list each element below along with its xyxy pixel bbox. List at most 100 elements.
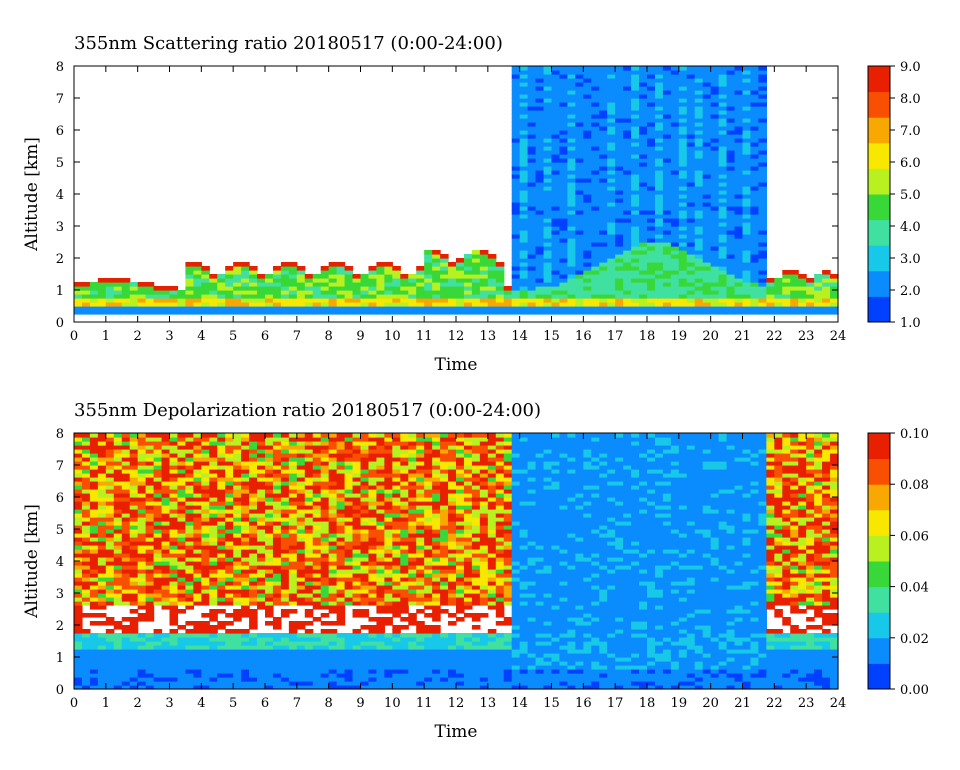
- heatmap-cell: [631, 94, 640, 99]
- heatmap-cell: [654, 250, 664, 255]
- heatmap-cell: [408, 282, 417, 287]
- heatmap-cell: [74, 617, 83, 622]
- heatmap-cell: [336, 445, 346, 450]
- heatmap-cell: [758, 122, 767, 127]
- heatmap-cell: [352, 489, 362, 494]
- heatmap-cell: [750, 146, 760, 151]
- heatmap-cell: [654, 222, 664, 227]
- heatmap-cell: [432, 310, 441, 315]
- heatmap-cell: [662, 162, 672, 167]
- heatmap-cell: [233, 641, 242, 646]
- heatmap-cell: [161, 290, 171, 295]
- heatmap-cell: [121, 537, 131, 542]
- heatmap-cell: [535, 298, 545, 303]
- heatmap-cell: [81, 473, 91, 478]
- heatmap-cell: [639, 166, 648, 171]
- heatmap-cell: [615, 282, 624, 287]
- heatmap-cell: [105, 537, 115, 542]
- heatmap-cell: [185, 629, 194, 634]
- heatmap-cell: [249, 549, 258, 554]
- heatmap-cell: [153, 521, 163, 526]
- heatmap-cell: [145, 489, 155, 494]
- heatmap-cell: [74, 449, 83, 454]
- heatmap-cell: [161, 481, 171, 486]
- heatmap-cell: [551, 270, 561, 275]
- heatmap-cell: [559, 130, 569, 135]
- heatmap-cell: [718, 86, 728, 91]
- heatmap-cell: [272, 669, 282, 674]
- heatmap-cell: [567, 214, 576, 219]
- heatmap-cell: [304, 489, 314, 494]
- heatmap-cell: [312, 569, 322, 574]
- heatmap-cell: [169, 298, 179, 303]
- heatmap-cell: [742, 146, 752, 151]
- heatmap-cell: [209, 641, 218, 646]
- heatmap-cell: [272, 681, 282, 686]
- heatmap-cell: [272, 302, 282, 307]
- heatmap-cell: [89, 649, 99, 654]
- heatmap-cell: [312, 541, 322, 546]
- heatmap-cell: [280, 469, 290, 474]
- heatmap-cell: [249, 274, 258, 279]
- heatmap-cell: [511, 82, 521, 87]
- heatmap-cell: [312, 465, 322, 470]
- heatmap-cell: [153, 310, 163, 315]
- heatmap-cell: [392, 270, 401, 275]
- heatmap-cell: [662, 118, 672, 123]
- heatmap-cell: [702, 302, 712, 307]
- heatmap-cell: [416, 306, 425, 311]
- heatmap-cell: [105, 481, 115, 486]
- heatmap-cell: [686, 130, 696, 135]
- heatmap-cell: [336, 621, 346, 626]
- heatmap-cell: [209, 645, 218, 650]
- heatmap-cell: [670, 250, 680, 255]
- heatmap-cell: [710, 130, 720, 135]
- heatmap-cell: [153, 577, 163, 582]
- heatmap-cell: [129, 433, 139, 438]
- heatmap-cell: [312, 497, 322, 502]
- heatmap-cell: [137, 613, 147, 618]
- heatmap-cell: [718, 250, 728, 255]
- heatmap-cell: [575, 98, 584, 103]
- heatmap-cell: [615, 138, 624, 143]
- heatmap-cell: [209, 529, 218, 534]
- heatmap-cell: [288, 286, 298, 291]
- heatmap-cell: [607, 294, 616, 299]
- heatmap-cell: [129, 302, 139, 307]
- heatmap-cell: [312, 493, 322, 498]
- heatmap-cell: [599, 214, 608, 219]
- heatmap-cell: [527, 162, 537, 167]
- heatmap-cell: [169, 525, 179, 530]
- heatmap-cell: [129, 585, 139, 590]
- heatmap-cell: [241, 465, 250, 470]
- heatmap-cell: [153, 290, 163, 295]
- heatmap-cell: [615, 242, 624, 247]
- heatmap-cell: [527, 146, 537, 151]
- heatmap-cell: [647, 166, 656, 171]
- heatmap-cell: [296, 469, 306, 474]
- heatmap-cell: [535, 238, 545, 243]
- heatmap-cell: [750, 166, 760, 171]
- heatmap-cell: [81, 669, 91, 674]
- heatmap-cell: [384, 310, 393, 315]
- heatmap-cell: [344, 282, 354, 287]
- heatmap-cell: [201, 585, 210, 590]
- heatmap-cell: [543, 298, 553, 303]
- heatmap-cell: [280, 457, 290, 462]
- heatmap-cell: [296, 489, 306, 494]
- heatmap-cell: [97, 637, 107, 642]
- heatmap-cell: [74, 549, 83, 554]
- heatmap-cell: [201, 286, 210, 291]
- heatmap-cell: [591, 198, 600, 203]
- heatmap-cell: [718, 186, 728, 191]
- heatmap-cell: [257, 673, 266, 678]
- heatmap-cell: [519, 74, 529, 79]
- heatmap-cell: [519, 162, 529, 167]
- heatmap-cell: [662, 194, 672, 199]
- heatmap-cell: [662, 174, 672, 179]
- heatmap-cell: [225, 541, 234, 546]
- heatmap-cell: [623, 306, 632, 311]
- heatmap-cell: [265, 529, 274, 534]
- colorbar-tick-label: 8.0: [900, 92, 921, 107]
- heatmap-cell: [503, 302, 513, 307]
